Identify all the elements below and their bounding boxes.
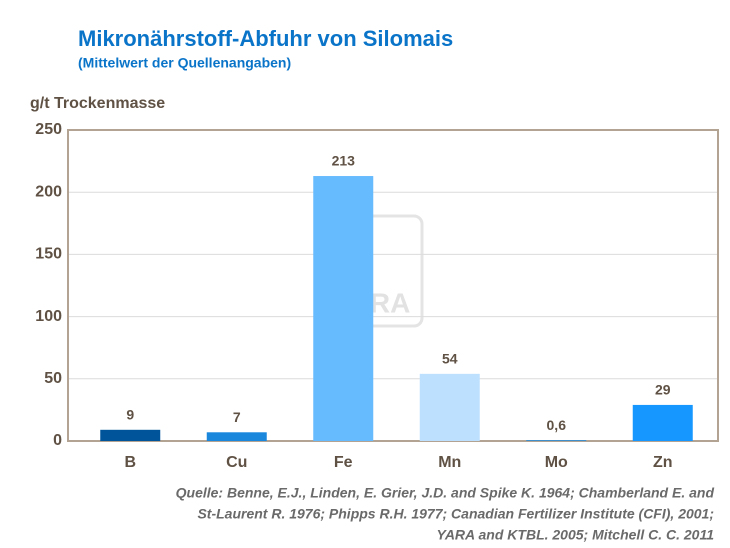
x-tick-label: Mo [545, 454, 568, 471]
bar [313, 176, 374, 441]
y-tick-label: 50 [44, 370, 62, 387]
y-tick-label: 250 [35, 121, 62, 138]
data-label: 213 [332, 153, 356, 169]
x-tick-label: B [124, 454, 136, 471]
plot-frame [67, 129, 719, 442]
y-axis-label: g/t Trockenmasse [30, 95, 165, 112]
bar [206, 432, 267, 441]
chart-title: Mikronährstoff-Abfuhr von Silomais [78, 26, 453, 51]
data-label: 29 [655, 382, 671, 398]
bar [632, 404, 693, 441]
source-line: St-Laurent R. 1976; Phipps R.H. 1977; Ca… [197, 506, 714, 522]
data-label: 7 [233, 409, 241, 425]
chart-subtitle: (Mittelwert der Quellenangaben) [78, 55, 291, 71]
bar [419, 373, 480, 441]
data-label: 9 [126, 407, 134, 423]
x-tick-label: Mn [438, 454, 461, 471]
data-label: 54 [442, 351, 458, 367]
bar [526, 440, 587, 441]
data-label: 0,6 [547, 417, 567, 433]
source-line: YARA and KTBL. 2005; Mitchell C. C. 2011 [437, 527, 715, 543]
y-tick-label: 100 [35, 308, 62, 325]
x-tick-label: Fe [334, 454, 353, 471]
x-tick-label: Cu [226, 454, 247, 471]
y-tick-label: 200 [35, 183, 62, 200]
x-tick-label: Zn [653, 454, 673, 471]
y-tick-label: 150 [35, 246, 62, 263]
source-line: Quelle: Benne, E.J., Linden, E. Grier, J… [176, 485, 715, 501]
bar [100, 429, 161, 441]
y-tick-label: 0 [53, 432, 62, 449]
